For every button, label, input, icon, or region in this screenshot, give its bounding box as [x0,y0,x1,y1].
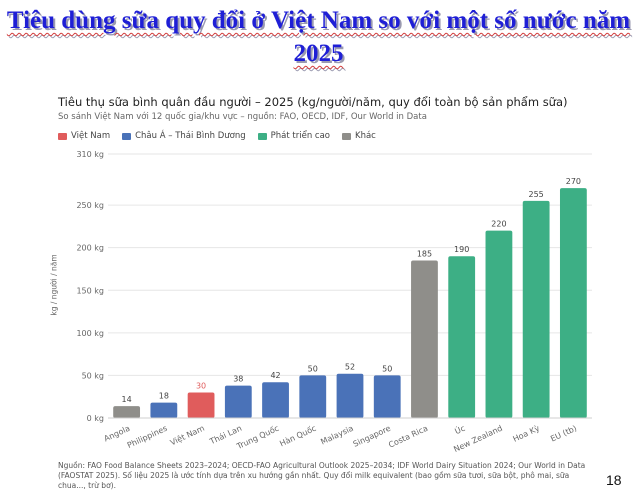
legend-label-vietnam: Việt Nam [71,131,111,141]
bar-value-label: 50 [382,364,392,373]
slide-title: Tiêu dùng sữa quy đổi ở Việt Nam so với … [6,7,631,67]
legend-item-developed: Phát triển cao [257,131,330,141]
bar-value-label: 50 [308,364,318,373]
x-tick-label: Philippines [126,424,169,450]
legend-item-other: Khác [342,131,376,141]
bar-10 [448,256,476,418]
y-tick-label: 150 kg [76,286,104,295]
bar-1 [113,406,141,418]
bar-value-label: 14 [122,395,132,404]
legend-label-developed: Phát triển cao [270,131,330,141]
bar-7 [336,373,364,418]
bar-5 [262,382,289,418]
legend-item-vietnam: Việt Nam [58,131,110,141]
y-tick-label: 100 kg [76,329,104,338]
bar-value-label: 30 [196,381,206,390]
chart-subtitle: So sánh Việt Nam với 12 quốc gia/khu vực… [58,112,427,122]
bar-value-label: 255 [529,190,544,199]
x-tick-label: Singapore [352,424,392,449]
bar-13 [559,188,587,418]
x-tick-label: Úc [453,422,467,436]
bar-value-label: 270 [566,177,581,186]
bar-value-label: 185 [417,249,432,258]
bar-value-label: 38 [233,375,243,384]
bar-value-label: 220 [491,220,506,229]
legend-swatch-vietnam [58,132,67,140]
bar-value-label: 42 [270,371,280,380]
x-tick-label: Costa Rica [387,424,429,450]
x-tick-label: Malaysia [319,424,355,447]
bar-value-label: 52 [345,363,355,372]
y-tick-label: 50 kg [82,371,104,380]
y-tick-label: 310 kg [76,150,104,159]
legend-swatch-asia-pacific [122,132,132,140]
y-tick-label: 200 kg [76,244,104,253]
bar-value-label: 190 [454,245,469,254]
bar-6 [299,375,327,418]
x-tick-label: Hàn Quốc [278,423,318,449]
bar-9 [411,260,438,418]
x-tick-label: Việt Nam [168,423,206,448]
legend-label-asia-pacific: Châu Á – Thái Bình Dương [135,131,246,141]
bar-12 [522,200,550,418]
y-tick-label: 250 kg [76,201,104,210]
chart-title: Tiêu thụ sữa bình quân đầu người – 2025 … [58,95,568,109]
legend-label-other: Khác [355,131,376,141]
bar-2 [150,402,178,418]
bar-11 [485,230,513,418]
x-tick-label: Trung Quốc [234,423,280,452]
bar-value-label: 18 [159,392,169,401]
page-number: 18 [606,472,622,488]
y-tick-label: 0 kg [87,414,104,423]
bar-4 [224,385,252,418]
bar-3 [187,392,215,418]
legend-swatch-developed [257,132,267,140]
x-tick-label: EU (tb) [549,424,578,444]
legend-swatch-other [342,132,351,140]
legend-item-asia-pacific: Châu Á – Thái Bình Dương [122,131,246,141]
x-tick-label: Hoa Kỳ [512,424,542,444]
bar-8 [373,375,401,418]
chart-legend: Việt Nam Châu Á – Thái Bình Dương Phát t… [58,131,376,141]
source-note: Nguồn: FAO Food Balance Sheets 2023–2024… [58,461,586,490]
